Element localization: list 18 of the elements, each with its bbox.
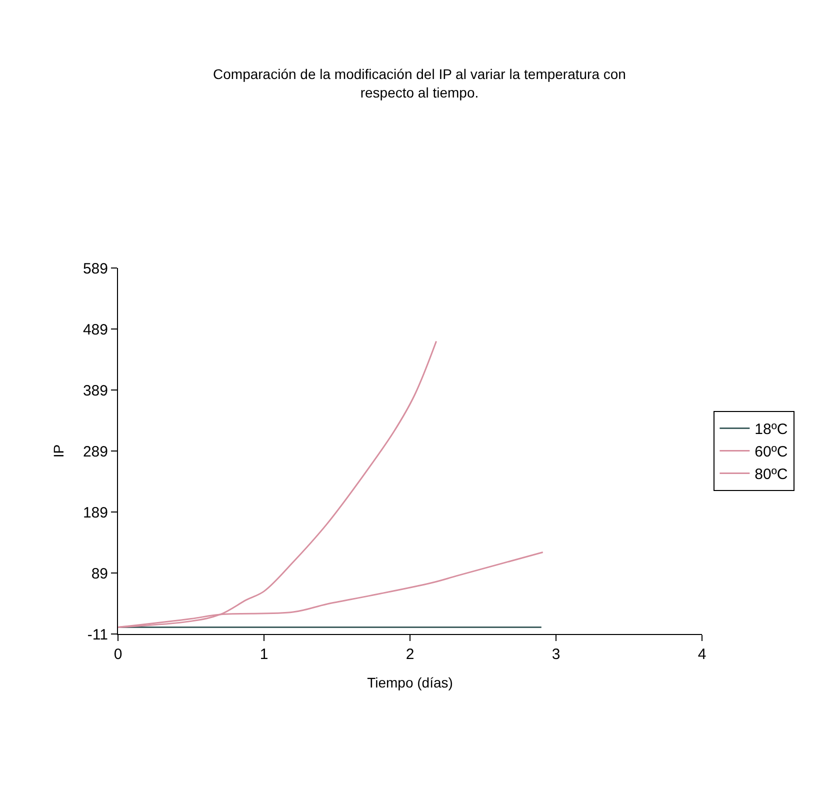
y-tick-label: 289 [82, 443, 108, 460]
y-tick-label: -11 [87, 626, 108, 644]
legend-label: 80ºC [754, 466, 788, 484]
y-axis-title: IP [50, 444, 67, 458]
y-tick-label: 489 [82, 321, 108, 338]
chart-title: Comparación de la modificación del IP al variar la temperatura con respecto al tiempo. [213, 66, 626, 100]
x-tick-label: 2 [406, 646, 414, 663]
y-tick-label: 589 [82, 260, 108, 278]
legend-label: 18ºC [754, 421, 788, 438]
y-tick-label: 89 [91, 565, 108, 582]
legend-label: 60ºC [754, 444, 788, 461]
x-tick-label: 1 [260, 646, 268, 663]
x-tick-label: 3 [552, 646, 560, 663]
x-tick-label: 4 [698, 646, 706, 663]
y-tick-label: 189 [82, 504, 108, 522]
x-tick-label: 0 [114, 646, 122, 663]
y-tick-label: 389 [82, 382, 108, 400]
x-axis-title: Tiempo (días) [367, 674, 453, 690]
